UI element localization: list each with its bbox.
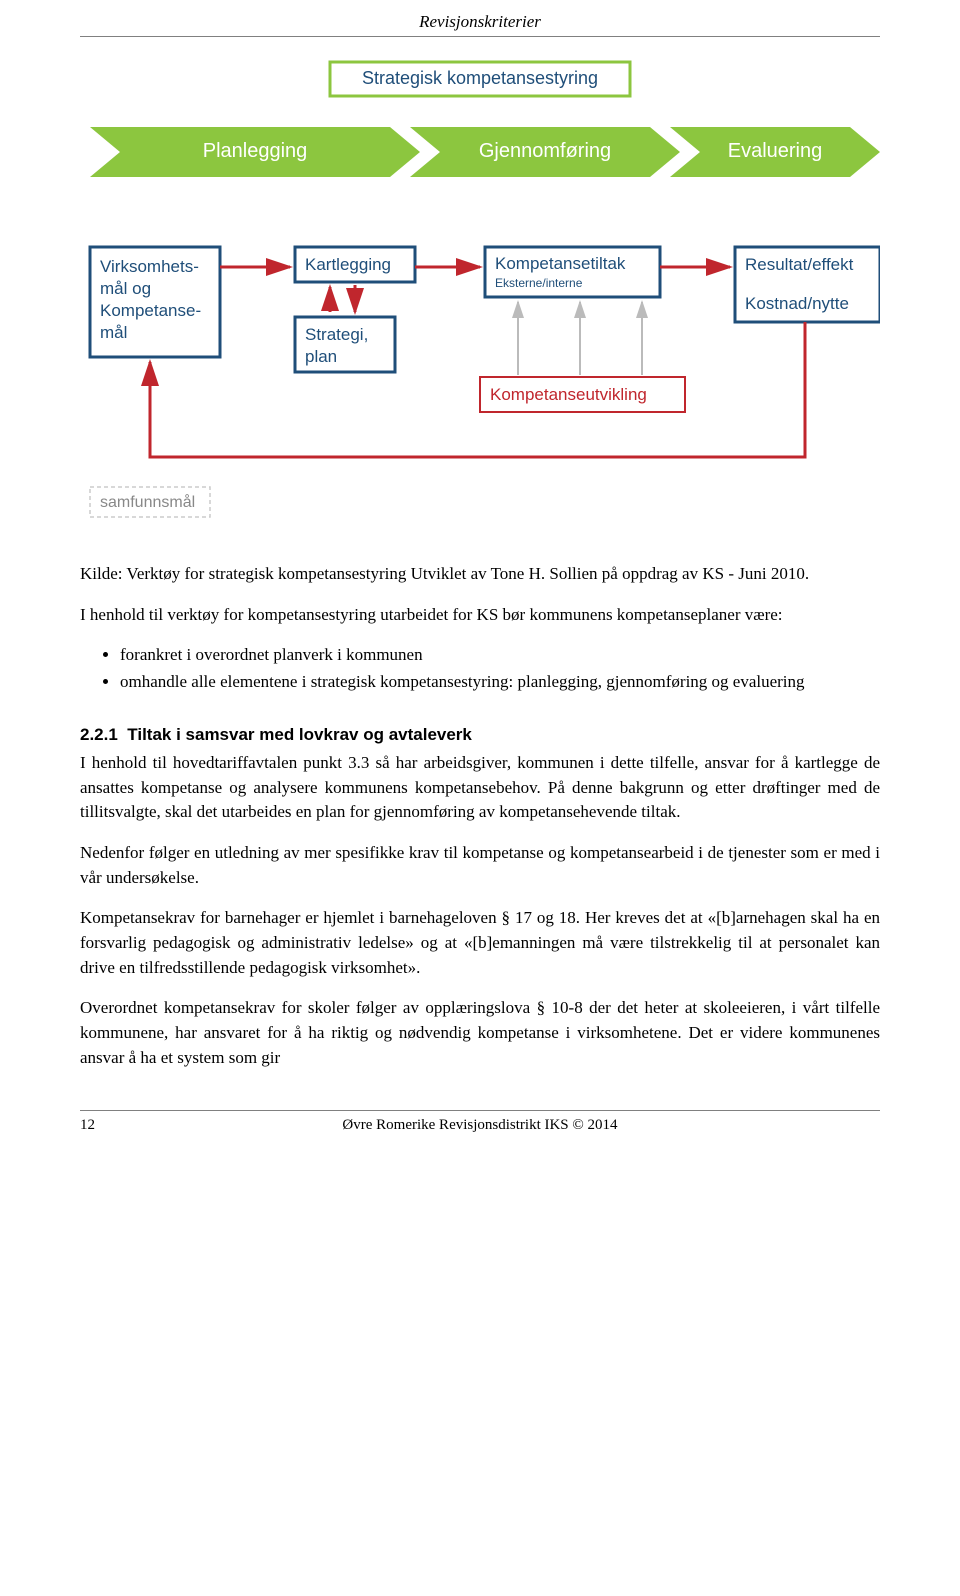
flowchart-diagram: Strategisk kompetansestyring Planlegging… — [80, 57, 880, 532]
body-content: Kilde: Verktøy for strategisk kompetanse… — [80, 562, 880, 1070]
label-resultat-2: Kostnad/nytte — [745, 294, 849, 313]
paragraph-3: Kompetansekrav for barnehager er hjemlet… — [80, 906, 880, 980]
label-strategisk-kompetansestyring: Strategisk kompetansestyring — [362, 68, 598, 88]
label-kompetanseutvikling: Kompetanseutvikling — [490, 385, 647, 404]
arrow-evaluering: Evaluering — [670, 127, 880, 177]
subsection-title: Tiltak i samsvar med lovkrav og avtaleve… — [127, 725, 472, 744]
arrow-gjennomforing: Gjennomføring — [410, 127, 680, 177]
arrow-planlegging: Planlegging — [90, 127, 420, 177]
label-evaluering: Evaluering — [728, 140, 823, 162]
label-kompetansetiltak-sub: Eksterne/interne — [495, 276, 583, 290]
page-number: 12 — [80, 1117, 120, 1134]
source-line: Kilde: Verktøy for strategisk kompetanse… — [80, 562, 880, 587]
page-header-title: Revisjonskriterier — [80, 0, 880, 37]
arrow-feedback-loop — [150, 322, 805, 457]
bullet-list: forankret i overordnet planverk i kommun… — [120, 643, 880, 694]
label-virksomhetsmal-3: Kompetanse- — [100, 301, 201, 320]
label-planlegging: Planlegging — [203, 140, 308, 162]
label-virksomhetsmal-1: Virksomhets- — [100, 257, 199, 276]
page-footer: 12 Øvre Romerike Revisjonsdistrikt IKS ©… — [80, 1110, 880, 1154]
intro-paragraph: I henhold til verktøy for kompetansestyr… — [80, 603, 880, 628]
label-strategi-1: Strategi, — [305, 325, 368, 344]
paragraph-4: Overordnet kompetansekrav for skoler føl… — [80, 996, 880, 1070]
label-virksomhetsmal-4: mål — [100, 323, 127, 342]
label-resultat-1: Resultat/effekt — [745, 255, 854, 274]
subsection-number: 2.2.1 — [80, 725, 118, 744]
subsection-heading: 2.2.1 Tiltak i samsvar med lovkrav og av… — [80, 723, 880, 748]
label-strategi-2: plan — [305, 347, 337, 366]
label-kompetansetiltak: Kompetansetiltak — [495, 254, 626, 273]
list-item: forankret i overordnet planverk i kommun… — [120, 643, 880, 668]
label-virksomhetsmal-2: mål og — [100, 279, 151, 298]
list-item: omhandle alle elementene i strategisk ko… — [120, 670, 880, 695]
paragraph-1: I henhold til hovedtariffavtalen punkt 3… — [80, 751, 880, 825]
label-kartlegging: Kartlegging — [305, 255, 391, 274]
label-gjennomforing: Gjennomføring — [479, 140, 611, 162]
label-samfunnsmal: samfunnsmål — [100, 493, 195, 511]
footer-text: Øvre Romerike Revisjonsdistrikt IKS © 20… — [120, 1117, 840, 1134]
paragraph-2: Nedenfor følger en utledning av mer spes… — [80, 841, 880, 890]
